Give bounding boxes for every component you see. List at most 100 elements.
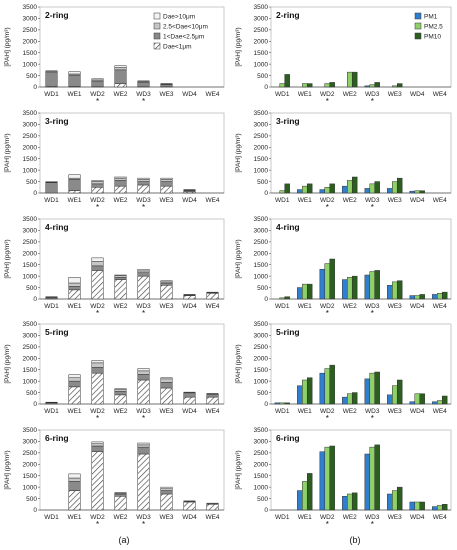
y-tick-label: 1000 xyxy=(254,61,269,68)
bar-segment xyxy=(114,496,127,511)
significance-marker: * xyxy=(142,97,145,106)
x-tick-label: WD3 xyxy=(365,303,380,310)
bar-segment xyxy=(137,269,150,272)
significance-marker: * xyxy=(96,203,99,212)
y-axis-label: [PAH] (pg/m³) xyxy=(4,450,11,489)
bar-segment xyxy=(114,394,127,405)
bar-segment xyxy=(45,72,58,87)
bar xyxy=(369,372,375,405)
bar-segment xyxy=(206,504,219,511)
x-tick-label: WE1 xyxy=(67,303,81,310)
bar-segment xyxy=(91,441,104,444)
legend-swatch xyxy=(153,22,161,30)
bar xyxy=(369,183,375,194)
bar xyxy=(409,501,416,511)
bar xyxy=(396,486,403,511)
y-tick-label: 2000 xyxy=(254,38,269,45)
bar xyxy=(437,505,443,511)
y-tick-label: 1000 xyxy=(23,378,38,385)
bar xyxy=(419,393,425,405)
x-tick-label: WD4 xyxy=(410,303,425,310)
y-tick-label: 1000 xyxy=(23,273,38,280)
y-tick-label: 2500 xyxy=(23,239,38,246)
bar xyxy=(392,281,398,300)
bar xyxy=(351,176,358,194)
bar-segment xyxy=(91,183,104,188)
x-tick-label: WD1 xyxy=(275,197,290,204)
bar xyxy=(347,393,353,405)
x-tick-label: WE2 xyxy=(113,197,127,204)
y-tick-label: 2500 xyxy=(23,450,38,457)
bar xyxy=(392,181,398,194)
x-tick-label: WD1 xyxy=(275,408,290,415)
significance-marker: * xyxy=(142,203,145,212)
y-tick-label: 1000 xyxy=(254,484,269,491)
y-tick-label: 3500 xyxy=(23,427,38,434)
bar xyxy=(284,183,290,194)
chart-panel-b-4: 0 500 1000 1500 2000 2500 3000 3500 [PAH] (pg/m³… xyxy=(235,321,452,423)
y-tick-label: 2500 xyxy=(23,133,38,140)
significance-marker: * xyxy=(142,520,145,529)
bar-segment xyxy=(137,442,150,446)
bar xyxy=(437,293,443,300)
significance-marker: * xyxy=(371,203,374,212)
bar-segment xyxy=(114,176,127,179)
bar-segment xyxy=(68,286,81,291)
bar xyxy=(297,189,303,194)
bar xyxy=(409,190,416,194)
x-tick-label: WD4 xyxy=(410,408,425,415)
bar-segment xyxy=(160,280,173,283)
chart-panel-b-5: 0 500 1000 1500 2000 2500 3000 3500 [PAH] (pg/m³… xyxy=(235,427,452,529)
x-tick-label: WE2 xyxy=(343,197,357,204)
x-tick-label: WE3 xyxy=(388,91,402,98)
significance-marker: * xyxy=(371,309,374,318)
bar xyxy=(324,263,330,300)
bar-segment xyxy=(114,389,127,392)
y-axis-label: [PAH] (pg/m³) xyxy=(4,133,11,172)
bar-segment xyxy=(160,387,173,405)
x-tick-label: WE4 xyxy=(433,197,447,204)
subfigure-label-b: (b) xyxy=(350,535,361,545)
bar xyxy=(396,280,403,300)
x-tick-label: WD2 xyxy=(90,303,105,310)
y-tick-label: 3000 xyxy=(23,333,38,340)
x-tick-label: WD4 xyxy=(182,408,197,415)
x-tick-label: WD1 xyxy=(44,514,59,521)
bar xyxy=(284,296,290,300)
bar-segment xyxy=(160,84,173,88)
y-tick-label: 2500 xyxy=(23,27,38,34)
legend-label: Dae>10μm xyxy=(163,14,195,21)
bar xyxy=(329,82,335,88)
y-tick-label: 1000 xyxy=(23,167,38,174)
bar xyxy=(279,83,285,88)
legend-swatch xyxy=(153,42,161,50)
bar xyxy=(342,396,348,405)
bar xyxy=(347,493,353,511)
bar-segment xyxy=(68,386,81,405)
bar xyxy=(374,444,380,511)
bar xyxy=(351,71,358,88)
bar xyxy=(351,275,358,300)
x-tick-label: WE3 xyxy=(388,408,402,415)
significance-marker: * xyxy=(326,520,329,529)
x-tick-label: WD1 xyxy=(275,514,290,521)
y-tick-label: 2500 xyxy=(254,133,269,140)
y-tick-label: 0 xyxy=(33,190,37,197)
bar xyxy=(342,279,348,300)
bar-segment xyxy=(160,493,173,511)
y-tick-label: 2500 xyxy=(23,344,38,351)
bar xyxy=(342,185,348,194)
bar xyxy=(437,400,443,405)
x-tick-label: WD2 xyxy=(90,91,105,98)
bar-segment xyxy=(91,367,104,374)
bar-segment xyxy=(114,83,127,88)
x-tick-label: WE1 xyxy=(298,303,312,310)
y-axis-label: [PAH] (pg/m³) xyxy=(235,344,242,383)
subfigure-label-a: (a) xyxy=(119,535,130,545)
x-tick-label: WD3 xyxy=(365,197,380,204)
x-tick-label: WD1 xyxy=(275,91,290,98)
y-tick-label: 1500 xyxy=(23,473,38,480)
bar xyxy=(324,187,330,194)
significance-marker: * xyxy=(371,520,374,529)
x-tick-label: WD1 xyxy=(44,303,59,310)
